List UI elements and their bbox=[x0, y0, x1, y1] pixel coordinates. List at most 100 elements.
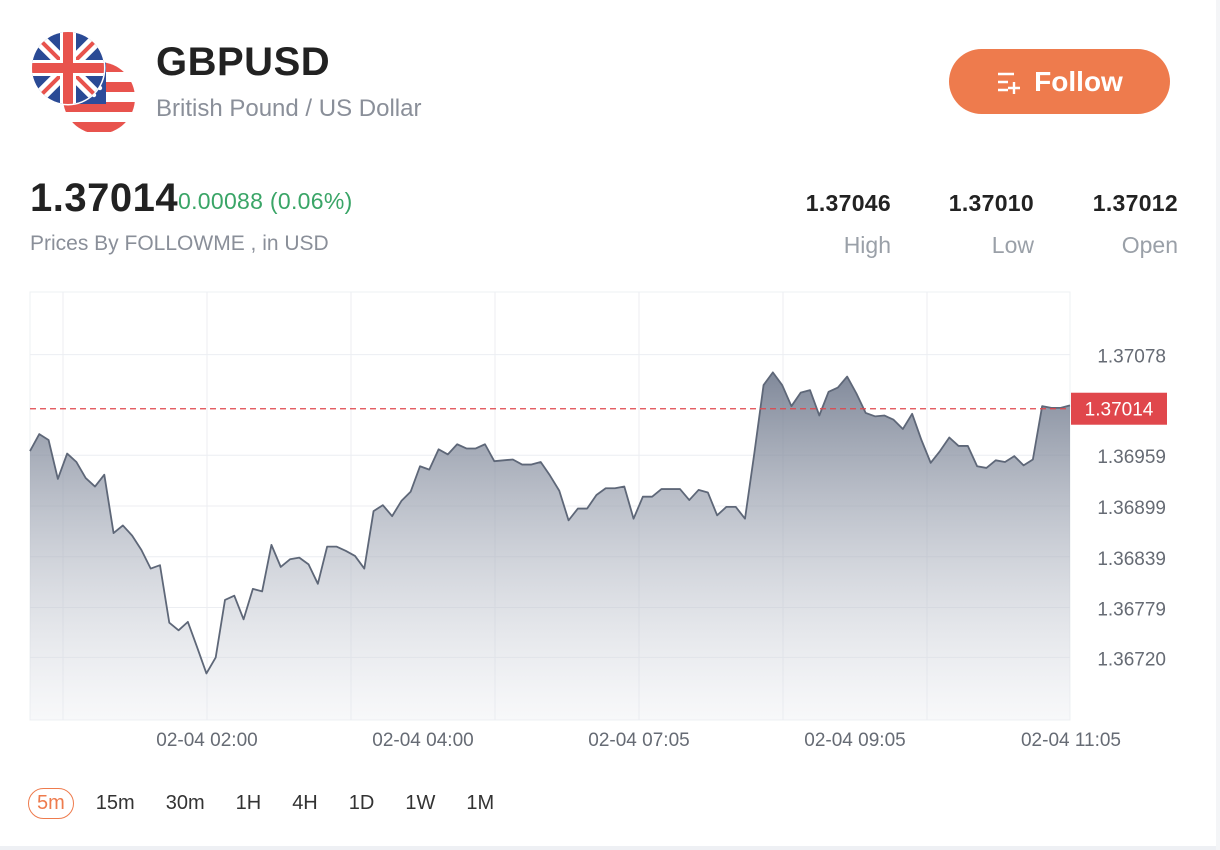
follow-button[interactable]: Follow bbox=[949, 49, 1170, 114]
data-point bbox=[874, 415, 876, 417]
price-source: Prices By FOLLOWME , in USD bbox=[30, 232, 329, 255]
data-point bbox=[586, 507, 588, 509]
data-point bbox=[800, 391, 802, 393]
data-point bbox=[270, 544, 272, 546]
stat-open-value: 1.37012 bbox=[1092, 190, 1178, 216]
add-to-list-icon bbox=[996, 70, 1024, 94]
data-point bbox=[1004, 461, 1006, 463]
data-point bbox=[47, 439, 49, 441]
data-point bbox=[614, 487, 616, 489]
data-point bbox=[150, 567, 152, 569]
data-point bbox=[902, 428, 904, 430]
interval-30m[interactable]: 30m bbox=[165, 792, 205, 814]
interval-15m[interactable]: 15m bbox=[95, 792, 135, 814]
data-point bbox=[502, 459, 504, 461]
y-tick-label: 1.36959 bbox=[1097, 447, 1166, 468]
data-point bbox=[883, 414, 885, 416]
data-point bbox=[307, 563, 309, 565]
x-tick-label: 02-04 09:05 bbox=[804, 730, 905, 751]
data-point bbox=[475, 447, 477, 449]
data-point bbox=[540, 461, 542, 463]
data-point bbox=[317, 583, 319, 585]
stat-open: 1.37012 Open bbox=[1093, 190, 1178, 259]
data-point bbox=[382, 504, 384, 506]
data-point bbox=[38, 433, 40, 435]
stat-low: 1.37010 Low bbox=[949, 190, 1034, 259]
current-price-tag-label: 1.37014 bbox=[1085, 400, 1154, 421]
data-point bbox=[252, 588, 254, 590]
currency-pair-flags-icon bbox=[30, 30, 136, 136]
data-point bbox=[168, 622, 170, 624]
price-chart[interactable]: 1.37014 1.37078 1.36959 1.36899 1.36839 1.36… bbox=[0, 280, 1220, 760]
price-change: 0.00088 (0.06%) bbox=[178, 188, 353, 214]
data-point bbox=[298, 556, 300, 558]
stat-low-value: 1.37010 bbox=[948, 190, 1034, 216]
data-point bbox=[242, 618, 244, 620]
data-point bbox=[697, 489, 699, 491]
data-point bbox=[447, 453, 449, 455]
data-point bbox=[660, 488, 662, 490]
data-point bbox=[651, 496, 653, 498]
data-point bbox=[818, 414, 820, 416]
data-point bbox=[215, 656, 217, 658]
data-point bbox=[363, 567, 365, 569]
x-tick-label: 02-04 04:00 bbox=[372, 730, 473, 751]
data-point bbox=[995, 459, 997, 461]
data-point bbox=[725, 506, 727, 508]
follow-label: Follow bbox=[1034, 65, 1123, 97]
data-point bbox=[224, 599, 226, 601]
data-point bbox=[781, 384, 783, 386]
bottom-divider bbox=[0, 846, 1220, 850]
data-point bbox=[679, 488, 681, 490]
data-point bbox=[66, 452, 68, 454]
data-point bbox=[837, 386, 839, 388]
interval-5m[interactable]: 5m bbox=[28, 788, 74, 819]
data-point bbox=[335, 545, 337, 547]
symbol-title: GBPUSD bbox=[156, 40, 331, 84]
data-point bbox=[939, 450, 941, 452]
interval-4h[interactable]: 4H bbox=[292, 792, 318, 814]
data-point bbox=[85, 477, 87, 479]
data-point bbox=[159, 564, 161, 566]
interval-1w[interactable]: 1W bbox=[405, 792, 436, 814]
x-tick-label: 02-04 02:00 bbox=[156, 730, 257, 751]
data-point bbox=[623, 485, 625, 487]
y-tick-label: 1.37078 bbox=[1097, 347, 1166, 368]
x-tick-label: 02-04 11:05 bbox=[1021, 730, 1121, 751]
data-point bbox=[29, 450, 31, 452]
data-point bbox=[716, 514, 718, 516]
data-point bbox=[753, 452, 755, 454]
y-tick-label: 1.36779 bbox=[1097, 600, 1166, 621]
interval-1d[interactable]: 1D bbox=[348, 792, 375, 814]
data-point bbox=[261, 590, 263, 592]
data-point bbox=[957, 445, 959, 447]
data-point bbox=[855, 392, 857, 394]
data-point bbox=[707, 491, 709, 493]
data-point bbox=[642, 496, 644, 498]
data-point bbox=[410, 490, 412, 492]
data-point bbox=[735, 506, 737, 508]
data-point bbox=[892, 419, 894, 421]
data-point bbox=[94, 485, 96, 487]
x-tick-label: 02-04 07:05 bbox=[588, 730, 689, 751]
data-point bbox=[790, 405, 792, 407]
interval-1m[interactable]: 1M bbox=[466, 792, 495, 814]
data-point bbox=[484, 443, 486, 445]
data-point bbox=[57, 478, 59, 480]
stat-low-label: Low bbox=[991, 232, 1034, 258]
data-point bbox=[326, 545, 328, 547]
stat-open-label: Open bbox=[1121, 232, 1178, 258]
data-point bbox=[437, 448, 439, 450]
data-point bbox=[920, 439, 922, 441]
symbol-description: British Pound / US Dollar bbox=[156, 95, 422, 122]
data-point bbox=[122, 524, 124, 526]
data-point bbox=[911, 413, 913, 415]
interval-1h[interactable]: 1H bbox=[235, 792, 262, 814]
interval-selector: 5m 15m 30m 1H 4H 1D 1W 1M bbox=[28, 788, 516, 819]
y-tick-label: 1.36839 bbox=[1097, 549, 1166, 570]
data-point bbox=[985, 467, 987, 469]
data-point bbox=[196, 646, 198, 648]
data-point bbox=[865, 412, 867, 414]
data-point bbox=[632, 517, 634, 519]
data-point bbox=[187, 621, 189, 623]
